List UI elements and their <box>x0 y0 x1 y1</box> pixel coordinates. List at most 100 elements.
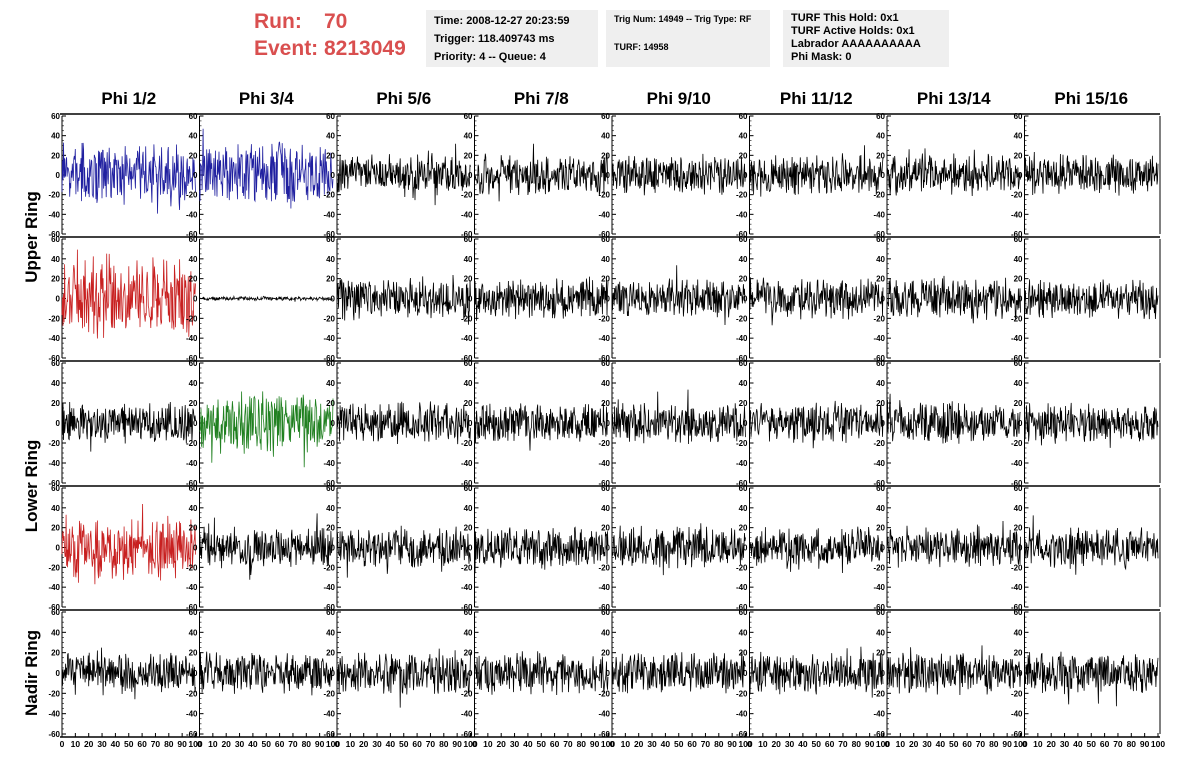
x-tick-label: 40 <box>111 739 121 749</box>
x-tick-label: 0 <box>472 739 477 749</box>
x-tick-label: 40 <box>386 739 396 749</box>
y-tick-label: 0 <box>193 295 198 304</box>
y-tick-label: -60 <box>598 603 610 612</box>
y-tick-label: 60 <box>189 608 198 617</box>
waveform-trace <box>336 401 471 445</box>
waveform-trace <box>1024 651 1159 707</box>
y-tick-label: -60 <box>736 603 748 612</box>
waveform-trace <box>1024 402 1159 448</box>
y-tick-label: -60 <box>598 479 610 488</box>
y-tick-label: -40 <box>323 710 335 719</box>
y-tick-label: -40 <box>1011 210 1023 219</box>
x-tick-label: 60 <box>687 739 697 749</box>
y-tick-label: -40 <box>736 710 748 719</box>
x-tick-label: 80 <box>714 739 724 749</box>
y-tick-label: 20 <box>601 275 610 284</box>
y-tick-label: 40 <box>464 504 473 513</box>
x-tick-label: 90 <box>1002 739 1012 749</box>
y-tick-label: -60 <box>461 230 473 239</box>
y-tick-label: -60 <box>1011 603 1023 612</box>
x-tick-label: 100 <box>326 739 340 749</box>
x-tick-label: 60 <box>962 739 972 749</box>
y-tick-label: -40 <box>323 334 335 343</box>
phi-column-header: Phi 5/6 <box>376 89 431 108</box>
y-tick-label: -20 <box>873 439 885 448</box>
y-tick-label: -20 <box>598 314 610 323</box>
waveform-trace <box>611 650 746 694</box>
x-tick-label: 70 <box>426 739 436 749</box>
x-tick-label: 100 <box>876 739 890 749</box>
y-tick-label: -40 <box>1011 459 1023 468</box>
y-tick-label: 60 <box>189 112 198 121</box>
turf-text: TURF: 14958 <box>614 42 669 52</box>
y-tick-label: -40 <box>323 459 335 468</box>
waveform-trace <box>611 153 746 196</box>
y-tick-label: -60 <box>186 603 198 612</box>
y-tick-label: -20 <box>736 563 748 572</box>
y-tick-label: 60 <box>1014 359 1023 368</box>
x-tick-label: 50 <box>1087 739 1097 749</box>
y-tick-label: 20 <box>51 399 60 408</box>
y-tick-label: -20 <box>48 314 60 323</box>
x-tick-label: 30 <box>1060 739 1070 749</box>
y-tick-label: 20 <box>326 151 335 160</box>
y-tick-label: -20 <box>461 563 473 572</box>
y-tick-label: -20 <box>736 314 748 323</box>
y-tick-label: 40 <box>1014 504 1023 513</box>
y-tick-label: 40 <box>876 132 885 141</box>
x-tick-label: 0 <box>885 739 890 749</box>
x-tick-label: 30 <box>97 739 107 749</box>
y-tick-label: 60 <box>189 484 198 493</box>
y-tick-label: -60 <box>186 479 198 488</box>
y-tick-label: 40 <box>51 255 60 264</box>
x-tick-label: 90 <box>1140 739 1150 749</box>
y-tick-label: 0 <box>743 669 748 678</box>
y-tick-label: -60 <box>873 603 885 612</box>
y-tick-label: 60 <box>51 484 60 493</box>
waveform-trace <box>61 503 196 585</box>
x-tick-label: 80 <box>989 739 999 749</box>
y-tick-label: -60 <box>461 730 473 739</box>
y-tick-label: 0 <box>1018 669 1023 678</box>
y-tick-label: -60 <box>736 730 748 739</box>
y-tick-label: -60 <box>186 230 198 239</box>
phi-column-header: Phi 15/16 <box>1054 89 1128 108</box>
y-tick-label: 20 <box>1014 151 1023 160</box>
y-tick-label: 20 <box>739 524 748 533</box>
y-tick-label: 60 <box>1014 484 1023 493</box>
y-tick-label: 40 <box>464 132 473 141</box>
y-tick-label: -20 <box>323 314 335 323</box>
y-tick-label: -60 <box>873 479 885 488</box>
waveform-trace <box>474 143 609 202</box>
x-tick-label: 0 <box>197 739 202 749</box>
time-info-panel: Time: 2008-12-27 20:23:59 Trigger: 118.4… <box>426 10 598 67</box>
x-tick-label: 60 <box>137 739 147 749</box>
y-tick-label: 0 <box>56 669 61 678</box>
waveform-trace <box>749 526 884 574</box>
x-tick-label: 30 <box>510 739 520 749</box>
y-tick-label: -60 <box>323 354 335 363</box>
y-tick-label: 0 <box>193 669 198 678</box>
y-tick-label: -20 <box>461 191 473 200</box>
x-tick-label: 0 <box>1022 739 1027 749</box>
x-tick-label: 70 <box>701 739 711 749</box>
x-tick-label: 10 <box>896 739 906 749</box>
y-tick-label: 60 <box>1014 608 1023 617</box>
y-tick-label: -20 <box>461 439 473 448</box>
waveform-trace <box>1024 151 1159 196</box>
trigger-info-panel: Trig Num: 14949 -- Trig Type: RF TURF: 1… <box>606 10 770 67</box>
ring-label: Nadir Ring <box>22 630 41 716</box>
x-tick-label: 100 <box>463 739 477 749</box>
waveform-trace <box>749 277 884 326</box>
y-tick-label: -60 <box>48 603 60 612</box>
x-tick-label: 10 <box>71 739 81 749</box>
y-tick-label: -40 <box>186 583 198 592</box>
y-tick-label: 60 <box>51 235 60 244</box>
y-tick-label: 20 <box>601 399 610 408</box>
y-tick-label: -60 <box>736 479 748 488</box>
y-tick-label: 60 <box>1014 235 1023 244</box>
y-tick-label: 20 <box>876 524 885 533</box>
y-tick-label: -20 <box>48 439 60 448</box>
y-tick-label: -20 <box>873 563 885 572</box>
waveform-trace <box>336 525 471 578</box>
